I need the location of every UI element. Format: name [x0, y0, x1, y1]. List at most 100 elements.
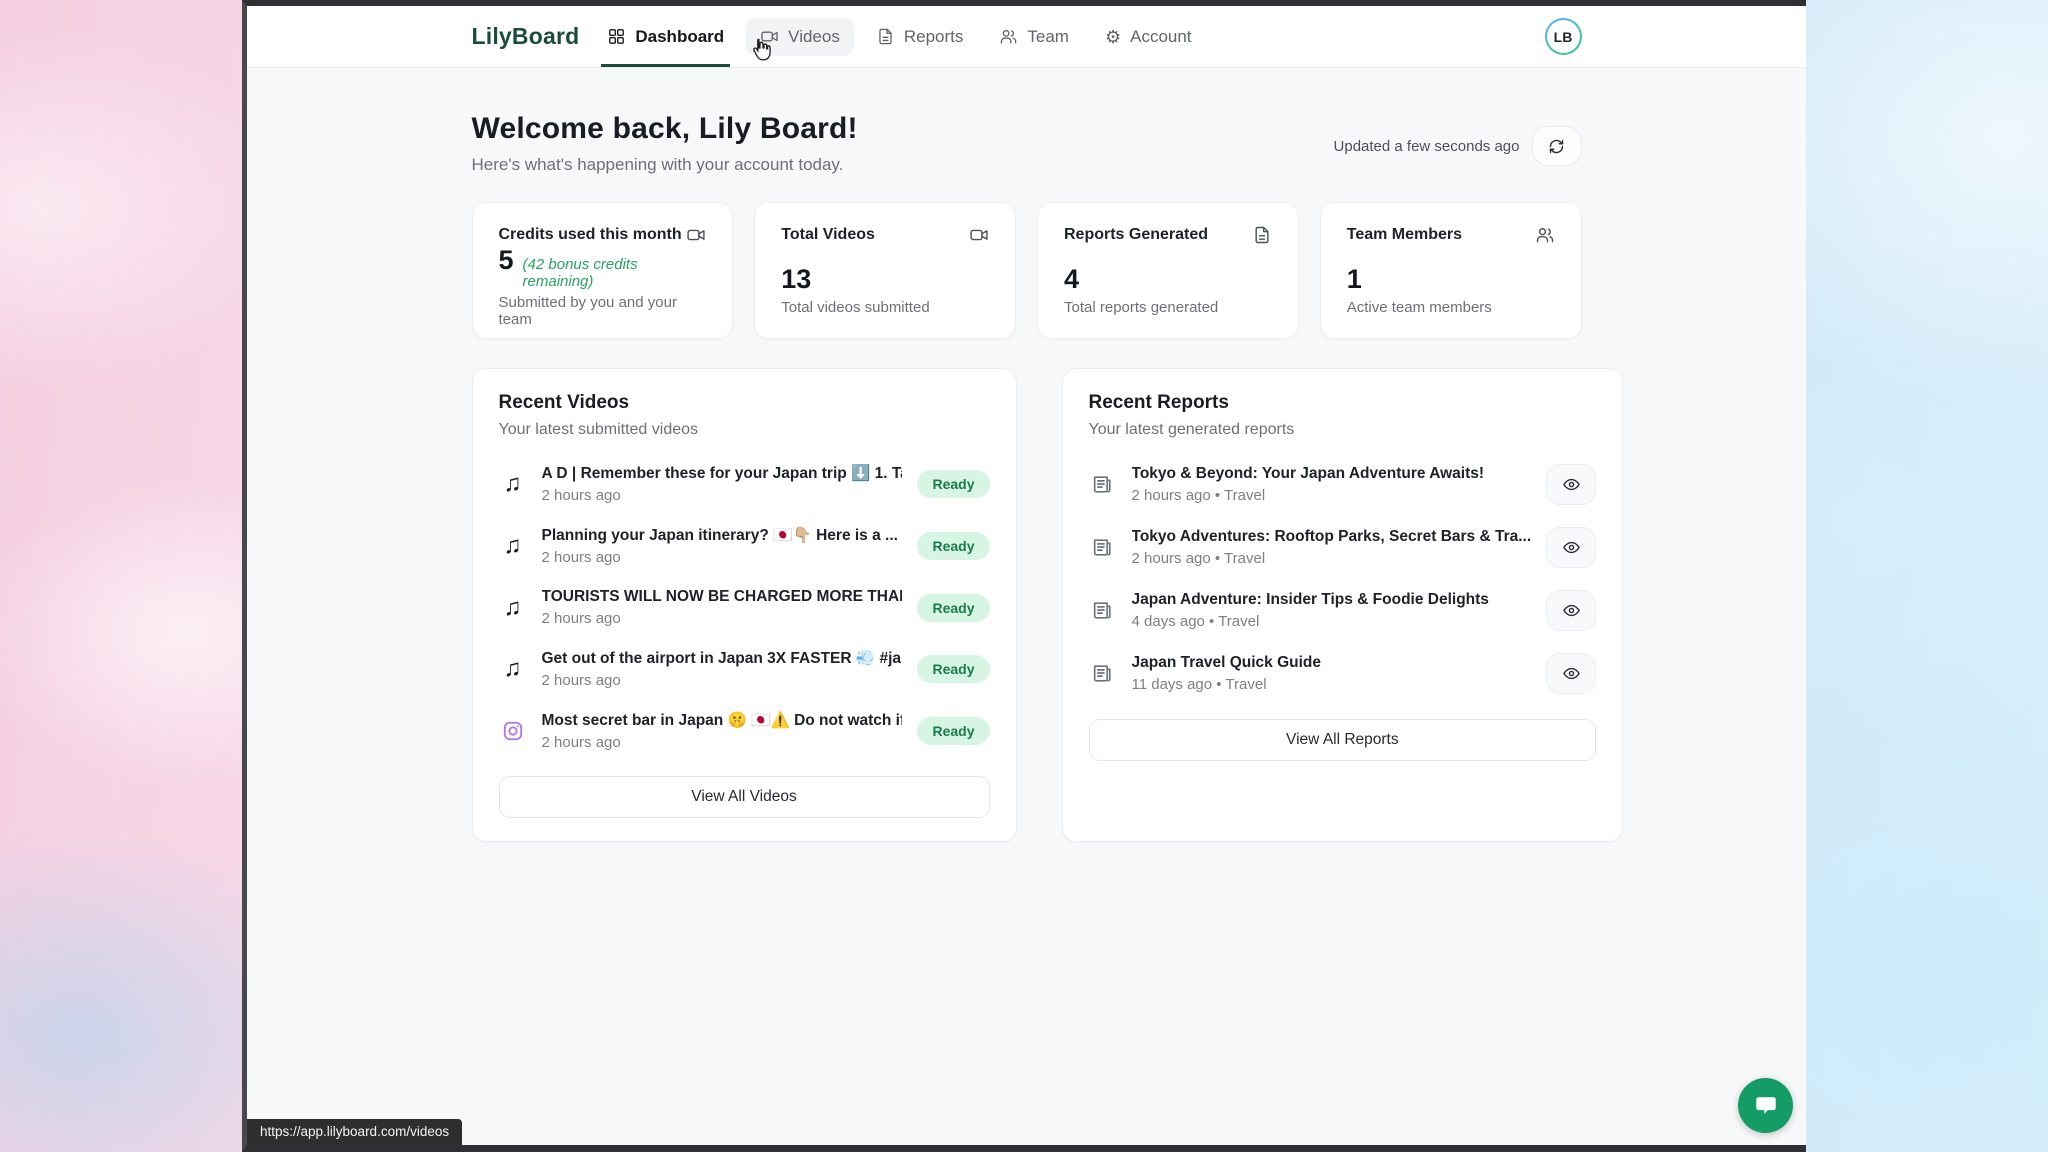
nav-label-account: Account [1130, 26, 1192, 46]
avatar-initials: LB [1553, 28, 1573, 45]
video-time: 2 hours ago [541, 487, 621, 504]
welcome-block: Welcome back, Lily Board! Here's what's … [472, 112, 858, 175]
speech-bubble-icon [1755, 1096, 1776, 1114]
nav-item-dashboard[interactable]: Dashboard [593, 6, 738, 67]
report-title: Tokyo Adventures: Rooftop Parks, Secret … [1131, 528, 1532, 545]
report-meta: 11 days ago • Travel [1131, 676, 1267, 693]
video-list-item[interactable]: ♫ Get out of the airport in Japan 3X FAS… [499, 638, 990, 700]
nav-item-team[interactable]: Team [985, 6, 1083, 67]
report-list-item[interactable]: Tokyo Adventures: Rooftop Parks, Secret … [1089, 516, 1597, 579]
videos-list: ♫ A D | Remember these for your Japan tr… [499, 453, 990, 762]
stat-description: Total reports generated [1064, 299, 1219, 316]
stat-bonus-note: (42 bonus credits remaining) [522, 256, 638, 290]
video-time: 2 hours ago [541, 610, 621, 627]
nav-item-account[interactable]: ⚙ Account [1091, 6, 1206, 67]
recent-videos-subtitle: Your latest submitted videos [498, 421, 699, 438]
video-list-item[interactable]: ♫ A D | Remember these for your Japan tr… [499, 453, 990, 515]
report-meta: 4 days ago • Travel [1131, 613, 1260, 630]
report-list-item[interactable]: Japan Travel Quick Guide 11 days ago • T… [1089, 642, 1597, 705]
report-list-item[interactable]: Tokyo & Beyond: Your Japan Adventure Awa… [1089, 453, 1597, 516]
video-title: Planning your Japan itinerary? 🇯🇵👇🏼 Here… [541, 527, 898, 544]
stat-value: 1 [1346, 264, 1362, 294]
nav-item-reports[interactable]: Reports [862, 6, 978, 67]
video-time: 2 hours ago [541, 549, 621, 566]
stat-value: 5 [498, 245, 514, 275]
main-nav: Dashboard Videos [593, 6, 1205, 67]
gear-icon: ⚙ [1104, 26, 1122, 47]
video-time: 2 hours ago [541, 734, 621, 751]
nav-label-reports: Reports [903, 26, 964, 46]
page-subtitle: Here's what's happening with your accoun… [471, 155, 844, 174]
status-badge: Ready [917, 593, 990, 622]
view-all-videos-button[interactable]: View All Videos [498, 776, 990, 818]
stat-title: Total Videos [781, 226, 875, 243]
stat-card-reports: Reports Generated 4 Total reports genera… [1037, 202, 1299, 339]
refresh-button[interactable] [1531, 126, 1582, 166]
video-camera-icon [969, 225, 989, 245]
video-title: Get out of the airport in Japan 3X FASTE… [541, 650, 903, 667]
view-all-reports-button[interactable]: View All Reports [1088, 719, 1597, 761]
music-note-icon: ♫ [503, 470, 522, 497]
video-camera-icon [760, 27, 779, 46]
newspaper-icon [1089, 535, 1117, 560]
stat-title: Credits used this month [498, 226, 682, 243]
eye-icon [1562, 601, 1581, 620]
video-camera-icon [686, 225, 706, 245]
video-list-item[interactable]: Most secret bar in Japan 🤫 🇯🇵⚠️ Do not w… [499, 700, 990, 762]
status-badge: Ready [917, 532, 990, 560]
dashboard-grid-icon [607, 27, 626, 46]
eye-icon [1562, 475, 1581, 494]
report-title: Japan Adventure: Insider Tips & Foodie D… [1131, 591, 1489, 608]
status-badge: Ready [917, 470, 990, 498]
report-meta: 2 hours ago • Travel [1131, 487, 1266, 504]
recent-videos-panel: Recent Videos Your latest submitted vide… [471, 368, 1017, 842]
video-time: 2 hours ago [541, 672, 621, 689]
report-meta: 2 hours ago • Travel [1131, 550, 1266, 567]
stat-card-team: Team Members 1 Active team members [1319, 202, 1582, 339]
instagram-icon [499, 720, 527, 742]
nav-item-videos[interactable]: Videos [746, 6, 854, 67]
stat-description: Total videos submitted [781, 299, 930, 316]
video-title: TOURISTS WILL NOW BE CHARGED MORE THAN L… [541, 588, 903, 605]
stat-title: Team Members [1346, 226, 1463, 243]
status-badge: Ready [917, 655, 990, 683]
eye-icon [1562, 664, 1581, 683]
report-title: Tokyo & Beyond: Your Japan Adventure Awa… [1131, 465, 1485, 482]
report-title: Japan Travel Quick Guide [1131, 654, 1322, 671]
user-avatar[interactable]: LB [1545, 18, 1582, 55]
newspaper-icon [1089, 661, 1117, 686]
team-icon [999, 27, 1018, 46]
reports-list: Tokyo & Beyond: Your Japan Adventure Awa… [1089, 453, 1597, 705]
refresh-icon [1548, 138, 1565, 155]
video-list-item[interactable]: ♫ TOURISTS WILL NOW BE CHARGED MORE THAN… [499, 577, 990, 638]
updated-timestamp: Updated a few seconds ago [1333, 137, 1520, 155]
nav-label-videos: Videos [788, 26, 840, 46]
view-report-button[interactable] [1546, 527, 1597, 568]
video-list-item[interactable]: ♫ Planning your Japan itinerary? 🇯🇵👇🏼 He… [499, 515, 990, 577]
app-logo[interactable]: LilyBoard [471, 23, 580, 49]
stat-description: Active team members [1346, 299, 1492, 316]
report-list-item[interactable]: Japan Adventure: Insider Tips & Foodie D… [1089, 579, 1597, 642]
recent-reports-title: Recent Reports [1088, 392, 1229, 413]
report-file-icon [1252, 225, 1272, 245]
stat-value: 4 [1064, 264, 1080, 294]
music-note-icon: ♫ [503, 532, 522, 559]
view-report-button[interactable] [1546, 653, 1597, 694]
status-badge: Ready [917, 717, 990, 745]
stat-card-total-videos: Total Videos 13 Total videos submitted [754, 202, 1016, 339]
chat-launcher-button[interactable] [1738, 1078, 1793, 1133]
stat-card-credits: Credits used this month 5 (42 bonus cred… [471, 202, 734, 339]
team-icon [1535, 225, 1555, 245]
browser-viewport: LilyBoard Dashboard Videos [242, 0, 1806, 1152]
music-note-icon: ♫ [503, 655, 522, 682]
nav-label-team: Team [1027, 26, 1069, 46]
music-note-icon: ♫ [503, 593, 522, 621]
nav-label-dashboard: Dashboard [635, 26, 725, 46]
stats-row: Credits used this month 5 (42 bonus cred… [471, 202, 1582, 339]
video-title: A D | Remember these for your Japan trip… [541, 465, 903, 482]
updated-block: Updated a few seconds ago [1334, 126, 1582, 166]
newspaper-icon [1089, 598, 1117, 623]
view-report-button[interactable] [1546, 464, 1597, 505]
view-report-button[interactable] [1546, 590, 1597, 631]
